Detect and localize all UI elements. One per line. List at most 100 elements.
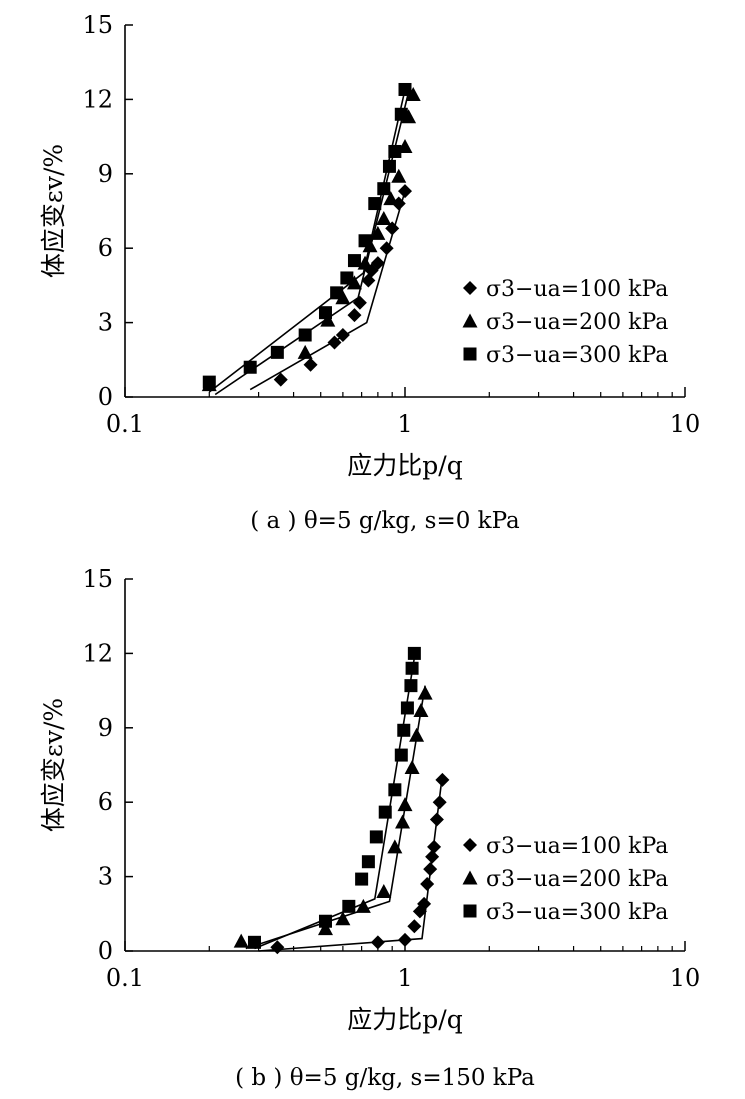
data-point	[391, 168, 407, 183]
data-point	[347, 254, 361, 268]
data-point	[425, 849, 440, 864]
data-point	[330, 286, 344, 300]
data-point	[405, 661, 419, 675]
y-tick-label: 3	[98, 309, 113, 337]
data-point	[405, 86, 421, 101]
y-axis-title: 体应变εv/%	[39, 698, 68, 832]
data-point	[398, 82, 412, 96]
data-point	[358, 234, 372, 248]
data-point	[417, 685, 433, 700]
legend-label: σ3−ua=100 kPa	[486, 834, 668, 859]
data-point	[400, 701, 414, 715]
legend-label: σ3−ua=300 kPa	[486, 900, 668, 925]
y-tick-label: 15	[82, 11, 113, 39]
legend-label: σ3−ua=200 kPa	[486, 867, 668, 892]
x-tick-label: 1	[397, 410, 412, 438]
data-point	[407, 919, 422, 934]
y-tick-label: 3	[98, 863, 113, 891]
panel-caption: ( a ) θ=5 g/kg, s=0 kPa	[250, 508, 520, 534]
chart-panel-a: 0 3 6 9 12 15 0.1 1 10 应力比p/q 体应变εv/% ( a ) θ=5 g/k…	[39, 11, 700, 534]
x-tick-label: 10	[670, 410, 701, 438]
data-point	[398, 932, 412, 947]
data-point	[383, 191, 399, 206]
data-point	[417, 896, 432, 911]
data-point	[376, 210, 392, 225]
chart-panel-b: 0 3 6 9 12 15 0.1 1 10 应力比p/q 体应变εv/% ( b ) θ=5 g/k…	[39, 565, 700, 1091]
data-point	[427, 839, 442, 854]
fit-line	[214, 91, 410, 396]
series-2	[201, 86, 421, 396]
data-point	[243, 360, 257, 374]
data-point	[378, 805, 392, 819]
data-point	[420, 877, 435, 892]
y-tick-label: 9	[98, 714, 113, 742]
x-axis-title: 应力比p/q	[347, 451, 462, 480]
data-point	[346, 275, 362, 290]
data-point	[342, 899, 356, 913]
fit-line	[254, 650, 417, 950]
data-point	[387, 839, 403, 854]
y-tick-label: 6	[98, 234, 113, 262]
data-point	[370, 935, 385, 950]
y-tick-label: 0	[98, 383, 113, 411]
data-point	[340, 271, 354, 285]
data-point	[397, 797, 413, 812]
y-tick-label: 9	[98, 160, 113, 188]
data-point	[404, 679, 418, 693]
x-tick-label: 1	[397, 964, 412, 992]
x-tick-label: 10	[670, 964, 701, 992]
data-point	[361, 855, 375, 869]
data-point	[435, 772, 450, 787]
data-point	[317, 921, 333, 936]
data-point	[382, 159, 396, 173]
data-point	[395, 814, 411, 829]
data-point	[298, 328, 312, 342]
data-point	[273, 372, 288, 387]
data-point	[394, 107, 408, 121]
data-point	[388, 144, 402, 158]
x-axis-title: 应力比p/q	[347, 1005, 462, 1034]
series-2	[233, 685, 433, 950]
data-point	[318, 306, 332, 320]
data-point	[335, 911, 351, 926]
x-tick-label: 0.1	[106, 410, 144, 438]
data-point	[394, 748, 408, 762]
legend-marker	[463, 838, 477, 852]
legend-marker	[462, 870, 478, 885]
data-point	[429, 812, 444, 827]
y-tick-label: 6	[98, 788, 113, 816]
data-point	[318, 914, 332, 928]
data-point	[423, 862, 438, 877]
data-point	[407, 646, 421, 660]
legend-marker	[463, 904, 477, 918]
data-point	[397, 723, 411, 737]
data-point	[270, 940, 285, 955]
legend-label: σ3−ua=200 kPa	[486, 310, 668, 335]
data-point	[355, 898, 371, 913]
data-point	[320, 312, 336, 327]
series-1	[258, 772, 450, 955]
y-tick-label: 15	[82, 565, 113, 593]
data-point	[303, 357, 318, 372]
y-tick-label: 12	[82, 639, 113, 667]
data-point	[202, 375, 216, 389]
data-point	[327, 335, 342, 350]
data-point	[376, 883, 392, 898]
data-point	[377, 182, 391, 196]
y-axis-title: 体应变εv/%	[39, 144, 68, 278]
data-point	[369, 830, 383, 844]
data-point	[370, 256, 385, 271]
data-point	[352, 295, 367, 310]
data-point	[247, 935, 261, 949]
data-point	[370, 225, 386, 240]
legend-marker	[463, 281, 477, 295]
data-point	[388, 783, 402, 797]
data-point	[404, 759, 420, 774]
y-tick-label: 12	[82, 85, 113, 113]
data-point	[335, 328, 350, 342]
data-point	[368, 197, 382, 211]
x-tick-label: 0.1	[106, 964, 144, 992]
legend-marker	[463, 347, 477, 361]
legend-marker	[462, 313, 478, 328]
